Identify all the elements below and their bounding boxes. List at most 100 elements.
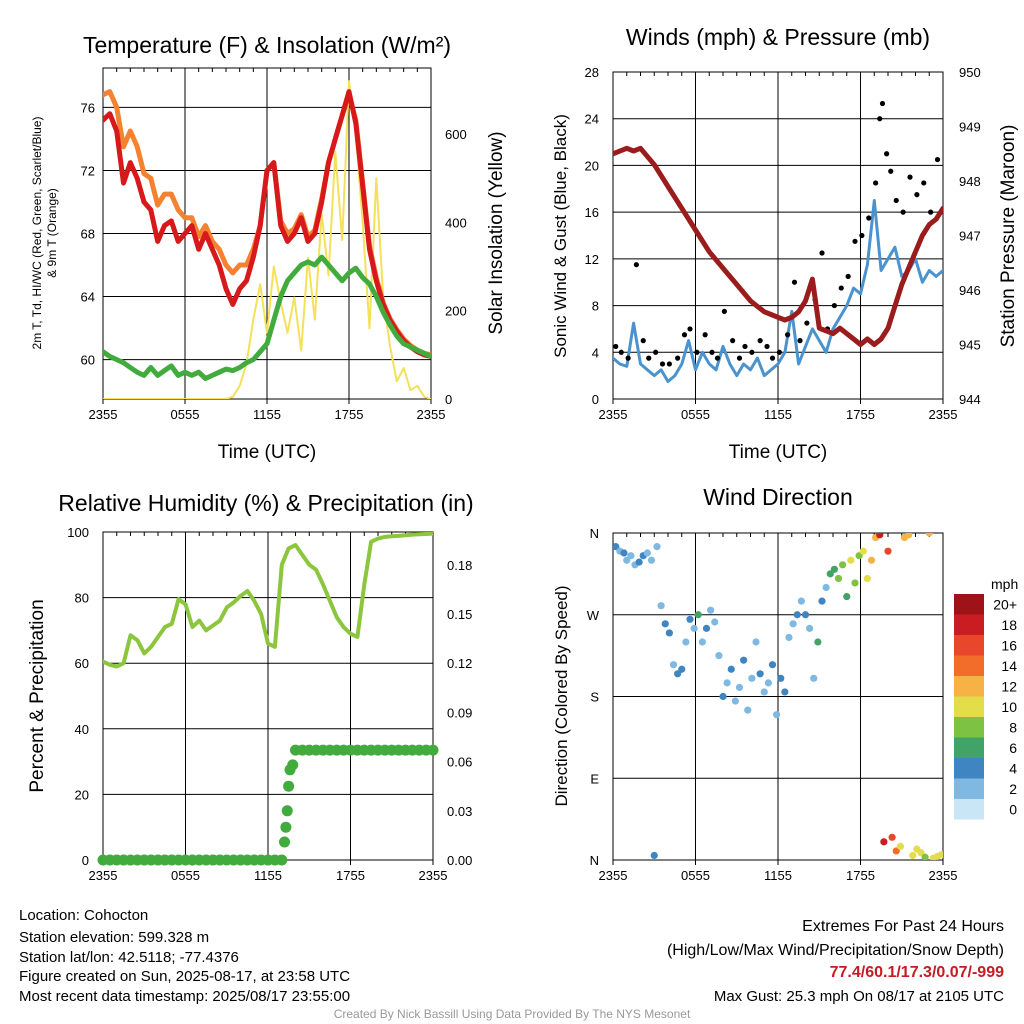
rh-ytick-label: 60 — [75, 656, 89, 671]
direction-point — [785, 633, 793, 642]
rh-right-ytick-label: 0.03 — [447, 804, 472, 819]
gust-point — [852, 238, 858, 244]
dir-xtick-label: 2355 — [929, 868, 958, 883]
gust-point — [613, 343, 619, 350]
colorbar-swatch — [954, 799, 984, 820]
gust-point — [928, 209, 934, 215]
colorbar-title: mph — [991, 576, 1018, 592]
wind-xtick-label: 2355 — [599, 407, 628, 422]
gust-point — [633, 262, 639, 268]
colorbar-label: 18 — [1001, 617, 1017, 633]
direction-point — [863, 574, 871, 583]
wind-right-ytick-label: 945 — [959, 338, 981, 353]
wind-ytick-label: 16 — [585, 205, 599, 220]
direction-point — [843, 592, 851, 601]
gust-point — [845, 273, 851, 279]
temp-right-axis-label: Solar Insolation (Yellow) — [486, 131, 507, 334]
direction-point — [797, 597, 805, 605]
wind-xtick-label: 0555 — [681, 407, 710, 422]
direction-point — [839, 561, 847, 569]
direction-point — [686, 615, 694, 623]
wind-ytick-label: 28 — [585, 65, 599, 80]
temp-panel-title: Temperature (F) & Insolation (W/m²) — [83, 32, 451, 58]
direction-point — [760, 688, 768, 696]
colorbar-swatch — [954, 758, 984, 779]
rh-xtick-label: 1155 — [254, 868, 282, 883]
wind-ytick-label: 20 — [585, 158, 599, 173]
gust-point — [859, 232, 865, 239]
temp-right-ytick-label: 600 — [445, 127, 467, 142]
gust-point — [934, 156, 941, 163]
gust-point — [893, 197, 899, 204]
direction-point — [657, 602, 665, 610]
dir-ytick-label: E — [590, 771, 599, 786]
gust-point — [618, 349, 624, 355]
gust-point — [714, 355, 721, 361]
wind-panel-title: Winds (mph) & Pressure (mb) — [626, 24, 930, 50]
colorbar-swatch — [954, 635, 984, 656]
wind-speed-line — [613, 199, 943, 383]
dir-panel-title: Wind Direction — [703, 484, 853, 510]
rh-right-ytick-label: 0.09 — [447, 705, 472, 720]
direction-point — [851, 579, 859, 587]
wind-gridlines — [612, 71, 944, 400]
gust-point — [907, 174, 913, 180]
direction-point — [822, 583, 830, 592]
direction-point — [694, 611, 702, 619]
gust-point — [873, 180, 879, 186]
temp-gridlines — [102, 68, 432, 399]
direction-point — [698, 638, 706, 646]
rh-xtick-label: 1755 — [336, 868, 365, 883]
direction-point — [909, 851, 917, 860]
direction-point — [731, 697, 739, 705]
direction-point — [627, 552, 635, 560]
gust-point — [921, 180, 927, 186]
temp-series-solar-insolation — [103, 80, 431, 399]
direction-point — [665, 629, 673, 637]
temp-series-2m-t — [103, 89, 431, 359]
colorbar-swatch — [954, 778, 984, 799]
direction-point — [678, 665, 686, 673]
colorbar-label: 10 — [1001, 699, 1017, 715]
gust-point — [757, 338, 763, 344]
direction-point — [884, 547, 892, 555]
rh-right-ytick-label: 0.12 — [447, 656, 472, 671]
dir-xtick-label: 0555 — [681, 868, 710, 883]
precip-point — [281, 805, 293, 817]
gust-point — [838, 285, 844, 291]
dir-ytick-label: S — [590, 690, 599, 705]
rh-gridlines — [102, 531, 434, 861]
extremes-values: 77.4/60.1/17.3/0.07/-999 — [829, 964, 1004, 981]
precip-point — [287, 759, 299, 771]
wind-right-ytick-label: 949 — [959, 120, 981, 135]
gust-point — [877, 116, 883, 122]
rh-ytick-label: 40 — [75, 722, 89, 737]
direction-point — [777, 674, 785, 682]
dir-ytick-label: N — [590, 526, 599, 541]
temp-ytick-label: 76 — [81, 100, 95, 115]
direction-point — [859, 547, 867, 555]
colorbar-label: 8 — [1009, 719, 1017, 735]
colorbar-label: 4 — [1009, 760, 1017, 776]
rh-right-ytick-label: 0.18 — [447, 558, 472, 573]
wind-xtick-label: 2355 — [929, 407, 958, 422]
gust-point — [625, 355, 631, 361]
direction-point — [669, 661, 678, 669]
temp-right-ytick-label: 200 — [445, 304, 467, 319]
rh-right-ytick-label: 0.15 — [447, 607, 472, 622]
direction-point — [938, 850, 943, 859]
gust-point — [764, 343, 770, 350]
colorbar-label: 20+ — [993, 596, 1017, 612]
gust-point — [694, 349, 700, 355]
dir-ytick-label: W — [587, 608, 600, 623]
gust-point — [730, 338, 736, 344]
elevation-text: Station elevation: 599.328 m — [19, 929, 210, 946]
gust-point — [736, 355, 743, 361]
gust-point — [681, 332, 688, 338]
wind-right-ytick-label: 944 — [959, 392, 981, 407]
created-text: Figure created on Sun, 2025-08-17, at 23… — [19, 968, 351, 985]
wind-xtick-label: 1755 — [846, 407, 875, 422]
direction-point — [768, 661, 777, 669]
wind-y-axis-label: Sonic Wind & Gust (Blue, Black) — [551, 114, 570, 358]
direction-point — [773, 711, 781, 719]
